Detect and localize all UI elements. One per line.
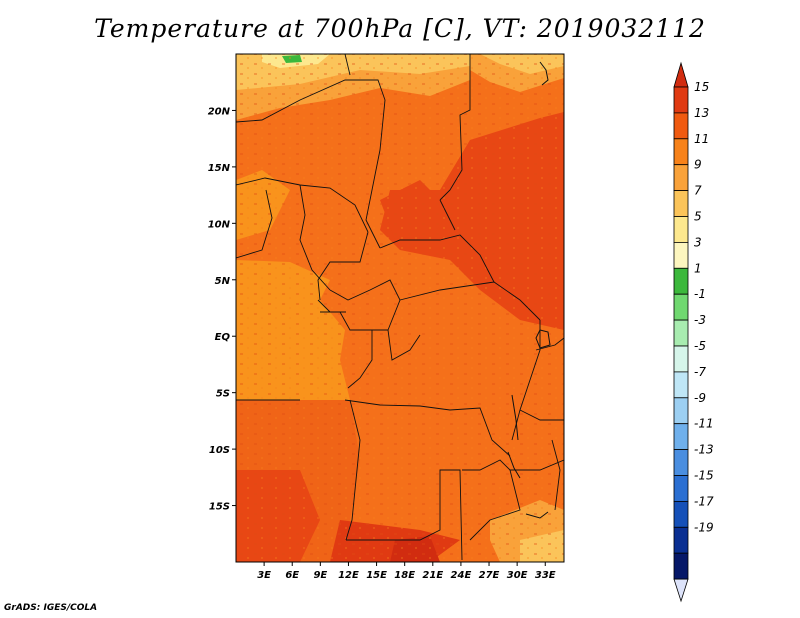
colorbar-level-label: -9 [694,391,706,405]
lon-tick-label: 30E [507,570,528,581]
lakes [507,61,551,519]
colorbar-over-triangle [673,61,689,88]
colorbar-swatch [673,241,689,269]
lon-tick-label: 9E [313,570,327,581]
lat-tick-label: 15S [209,502,230,513]
colorbar-swatch [673,190,689,217]
lon-tick-label: 6E [285,570,299,581]
colorbar-level-label: 9 [694,158,702,172]
lon-tick-label: 33E [535,570,556,581]
grads-credit: GrADS: IGES/COLA [4,603,98,613]
colorbar-level-label: 5 [694,210,702,224]
colorbar-level-label: 3 [694,235,702,249]
colorbar-swatch [673,449,689,476]
colorbar-level-label: -1 [694,287,706,301]
latitude-axis: 20N 15N 10N 5N EQ 5S 10S 15S [208,106,236,513]
colorbar-swatch [673,138,689,166]
colorbar: 15 13 11 9 7 5 3 1 -1 -3 -5 -7 -9 -11 -13 -15 -17 -19 [673,61,714,603]
colorbar-level-label: -5 [694,339,706,353]
lat-tick-label: 5S [216,389,230,400]
colorbar-level-label: 1 [694,261,702,275]
lon-tick-label: 3E [257,570,271,581]
plot-frame [235,53,565,563]
map-title: Temperature at 700hPa [C], VT: 201903211… [94,14,706,43]
colorbar-swatch [673,267,689,295]
colorbar-swatch [673,164,689,191]
lon-tick-label: 21E [422,570,443,581]
lat-tick-label: 15N [208,163,231,174]
colorbar-swatch [673,423,689,451]
colorbar-level-label: 15 [694,80,709,94]
lat-tick-label: EQ [215,332,231,343]
colorbar-swatch [673,475,689,502]
colorbar-level-label: -17 [694,494,714,508]
lat-tick-label: 10N [208,219,231,230]
colorbar-swatch [673,500,689,528]
lon-tick-label: 24E [451,570,472,581]
colorbar-swatch [673,86,689,114]
lat-tick-label: 20N [208,106,231,117]
temperature-field [236,54,564,562]
colorbar-level-label: -11 [694,417,714,431]
lat-tick-label: 5N [215,276,231,287]
colorbar-swatch [673,397,689,425]
country-borders [236,54,564,561]
lon-tick-label: 12E [338,570,359,581]
colorbar-swatch [673,371,689,399]
longitude-axis: 3E 6E 9E 12E 15E 18E 21E 24E 27E 30E 33E [257,562,556,581]
colorbar-swatch [673,216,689,243]
colorbar-level-label: -13 [694,443,714,457]
colorbar-level-label: 7 [694,184,702,198]
lon-tick-label: 15E [366,570,387,581]
lat-tick-label: 10S [209,445,230,456]
colorbar-level-label: 11 [694,132,709,146]
lon-tick-label: 18E [394,570,415,581]
colorbar-level-label: -19 [694,520,714,534]
colorbar-swatch [673,293,689,321]
colorbar-swatch [673,112,689,140]
lon-tick-label: 27E [479,570,500,581]
colorbar-level-label: -15 [694,469,714,483]
colorbar-level-label: -3 [694,313,706,327]
colorbar-under-triangle [673,578,689,603]
colorbar-swatch [673,552,689,580]
colorbar-swatch [673,319,689,347]
colorbar-swatch [673,345,689,373]
colorbar-level-label: 13 [694,106,709,120]
colorbar-level-label: -7 [694,365,706,379]
colorbar-swatch [673,526,689,554]
